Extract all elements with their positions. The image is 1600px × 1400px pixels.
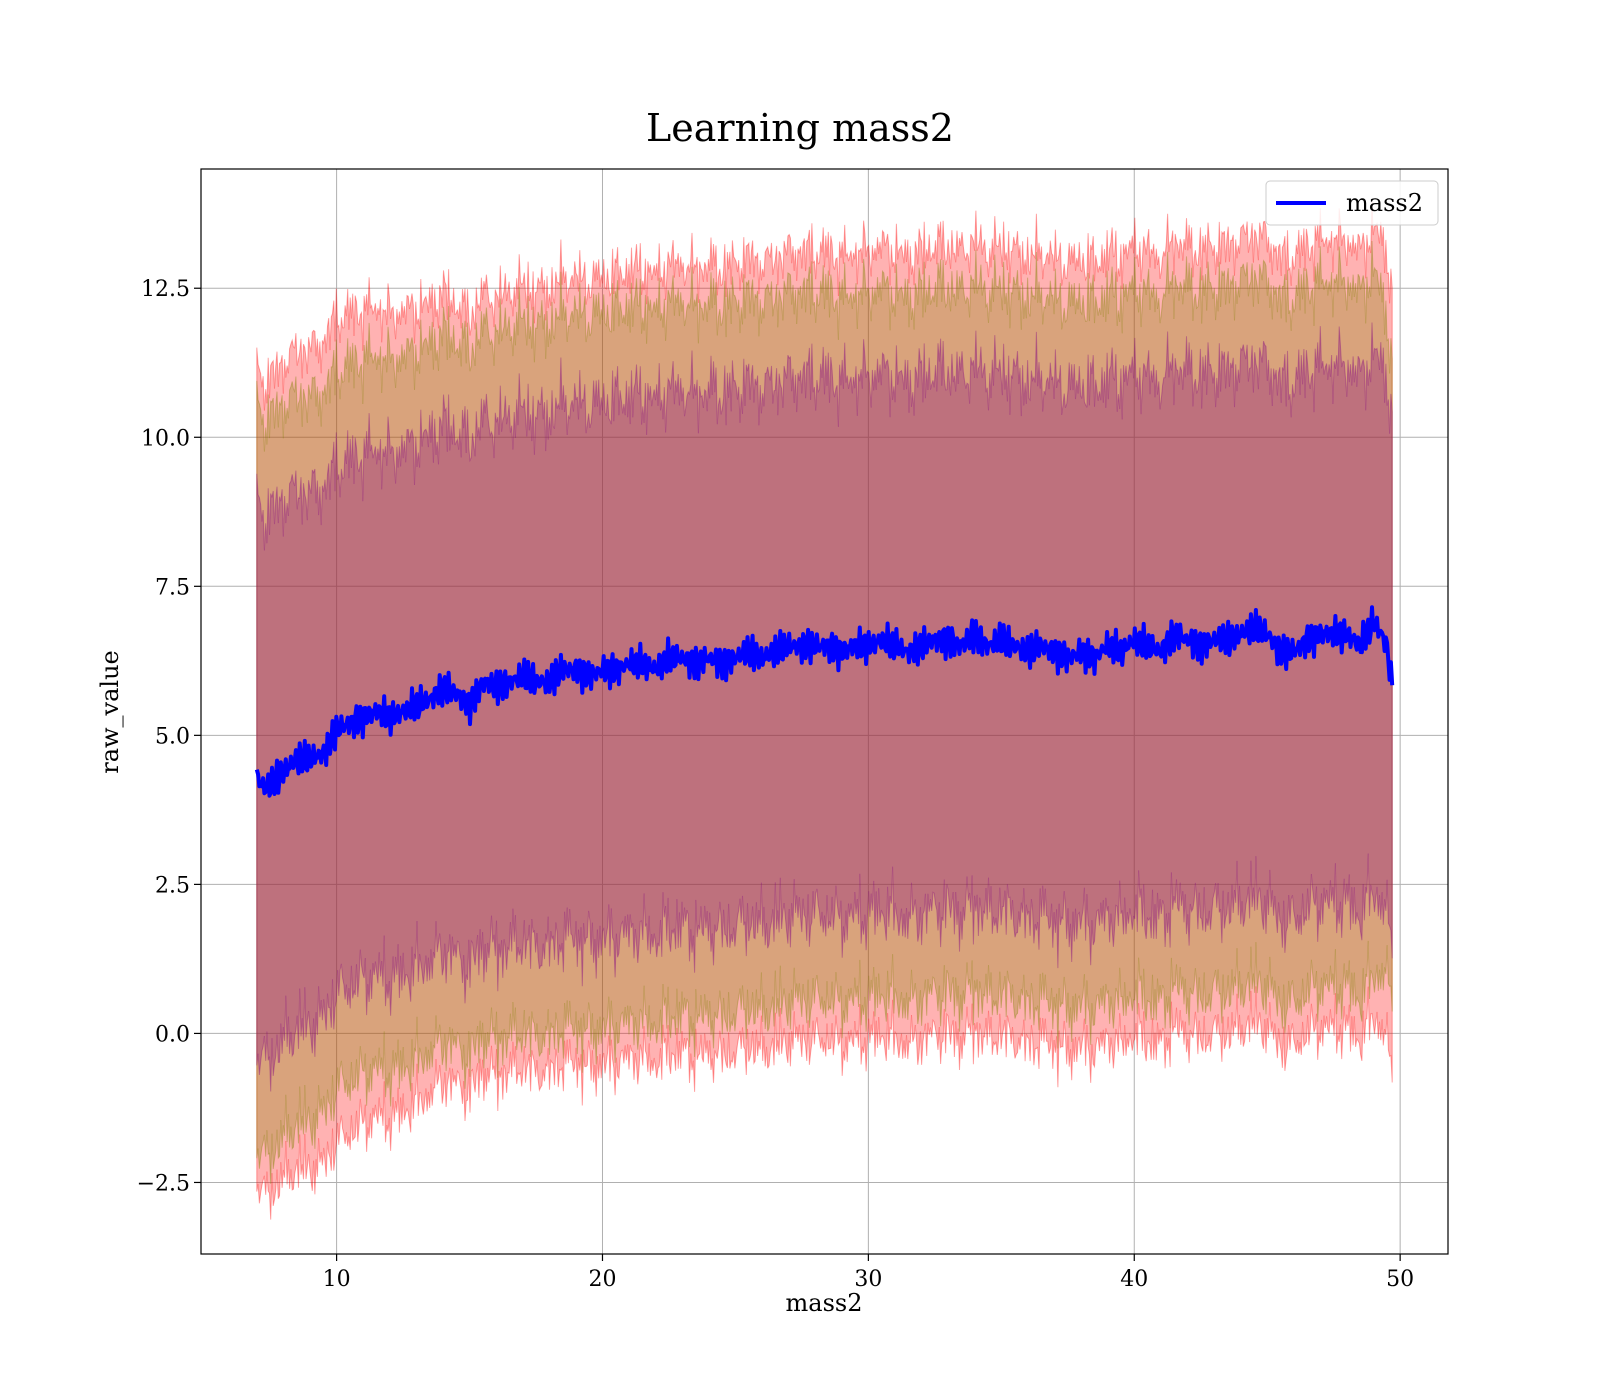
y-tick-label: 5.0 bbox=[155, 724, 190, 749]
band-3 bbox=[256, 322, 1393, 1092]
legend-entry-mass2: mass2 bbox=[1346, 189, 1423, 217]
bands bbox=[256, 201, 1393, 1220]
series bbox=[254, 605, 1395, 798]
y-tick-label: −2.5 bbox=[137, 1171, 190, 1196]
x-tick-label: 40 bbox=[1120, 1267, 1148, 1292]
chart-title: Learning mass2 bbox=[646, 106, 954, 150]
y-tick-label: 7.5 bbox=[155, 575, 190, 600]
legend: mass2 bbox=[1265, 180, 1439, 226]
legend-box bbox=[1265, 180, 1439, 226]
x-axis-ticks: 10 20 30 40 50 bbox=[323, 1254, 1414, 1292]
band-2 bbox=[256, 240, 1393, 1184]
y-axis-ticks: −2.5 0.0 2.5 5.0 7.5 10.0 12.5 bbox=[137, 277, 201, 1196]
y-tick-label: 0.0 bbox=[155, 1022, 190, 1047]
x-axis-label: mass2 bbox=[786, 1289, 863, 1317]
y-tick-label: 12.5 bbox=[141, 277, 190, 302]
x-tick-label: 30 bbox=[854, 1267, 882, 1292]
y-axis-label: raw_value bbox=[96, 650, 124, 774]
x-tick-label: 20 bbox=[588, 1267, 616, 1292]
y-tick-label: 10.0 bbox=[141, 426, 190, 451]
band-1 bbox=[256, 201, 1393, 1220]
plot-frame bbox=[200, 168, 1449, 1255]
x-tick-label: 50 bbox=[1386, 1267, 1414, 1292]
grid bbox=[201, 169, 1448, 1254]
series-line-mass2 bbox=[254, 605, 1395, 798]
y-tick-label: 2.5 bbox=[155, 873, 190, 898]
x-tick-label: 10 bbox=[323, 1267, 351, 1292]
